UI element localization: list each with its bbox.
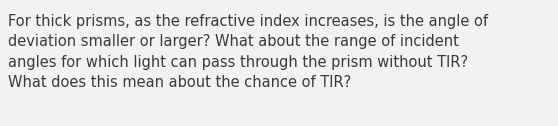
Text: For thick prisms, as the refractive index increases, is the angle of
deviation s: For thick prisms, as the refractive inde… [8, 14, 488, 90]
